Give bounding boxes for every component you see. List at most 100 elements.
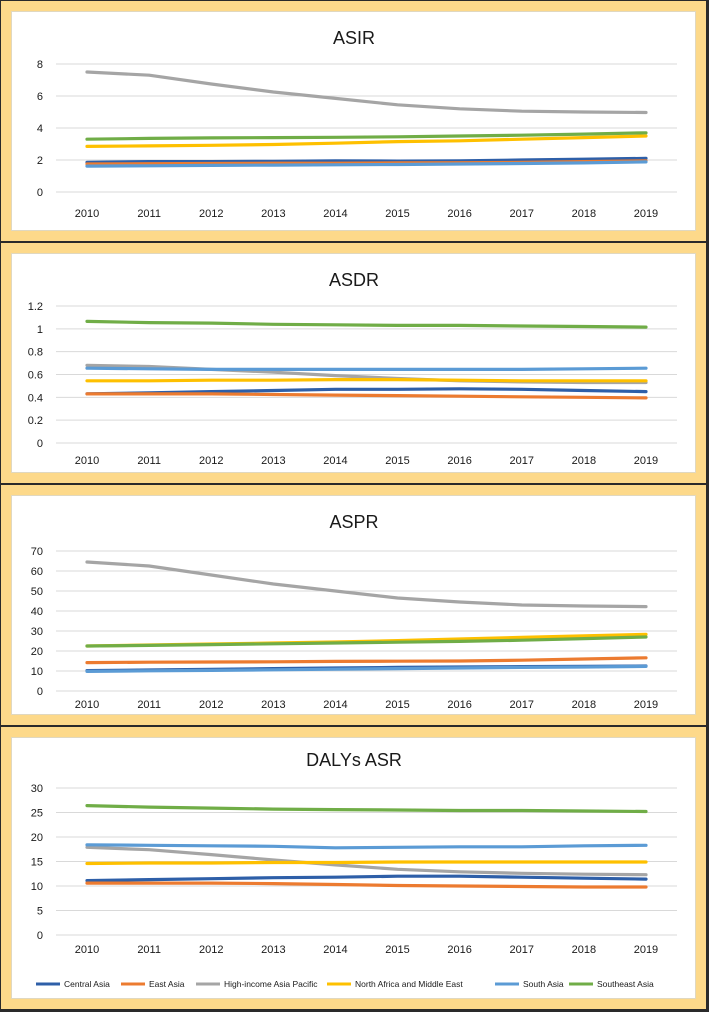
chart-title: DALYs ASR (306, 750, 402, 770)
y-tick-label: 0 (37, 686, 43, 698)
legend: Central Asia East Asia High-income Asia Pa… (36, 979, 654, 989)
y-tick-label: 25 (31, 808, 43, 820)
chart-asdr: ASDR 0 0.2 0.4 0.6 0.8 1 1.2 2010 2011 2012 2013 201… (28, 270, 677, 467)
x-tick-label: 2017 (510, 944, 534, 956)
x-tick-label: 2016 (447, 944, 471, 956)
x-tick-label: 2011 (137, 208, 161, 220)
x-tick-label: 2013 (261, 944, 285, 956)
chart-title: ASPR (329, 512, 378, 532)
panel-aspr: ASPR 0 10 20 30 40 50 60 70 2010 2011 2012 2013 2014 2… (0, 484, 707, 726)
y-tick-label: 6 (37, 91, 43, 103)
x-tick-label: 2010 (75, 208, 99, 220)
x-tick-label: 2014 (323, 699, 347, 711)
y-tick-label: 0 (37, 930, 43, 942)
x-tick-label: 2014 (323, 944, 347, 956)
series-line-north-africa-and-middle-east (85, 377, 648, 383)
chart-dalys-asr: DALYs ASR 0 5 10 15 20 25 30 2010 2011 2012 2013 201… (31, 750, 677, 989)
x-tick-label: 2016 (447, 699, 471, 711)
series-line-southeast-asia (85, 131, 648, 141)
series-line-high-income-asia-pacific (85, 845, 648, 877)
series-line-north-africa-and-middle-east (85, 860, 648, 866)
panel-asir: ASIR 0 2 4 6 8 2010 2011 2012 2013 2014 2015 2016 201… (0, 0, 707, 242)
chart-area-dalys-asr: DALYs ASR 0 5 10 15 20 25 30 2010 2011 2012 2013 201… (11, 737, 696, 999)
y-tick-label: 4 (37, 123, 43, 135)
chart-title: ASDR (329, 270, 379, 290)
series-line-high-income-asia-pacific (85, 560, 648, 609)
chart-area-aspr: ASPR 0 10 20 30 40 50 60 70 2010 2011 2012 2013 2014 2… (11, 495, 696, 715)
y-tick-label: 0 (37, 438, 43, 450)
x-tick-label: 2012 (199, 944, 223, 956)
x-tick-label: 2014 (323, 455, 347, 467)
x-tick-label: 2015 (385, 208, 409, 220)
series-line-southeast-asia (85, 635, 648, 648)
y-tick-label: 1 (37, 324, 43, 336)
x-tick-label: 2015 (385, 944, 409, 956)
y-tick-label: 70 (31, 546, 43, 558)
series-line-north-africa-and-middle-east (85, 134, 648, 148)
chart-aspr: ASPR 0 10 20 30 40 50 60 70 2010 2011 2012 2013 2014 2… (31, 512, 677, 711)
series-line-south-asia (85, 843, 648, 850)
y-tick-label: 30 (31, 626, 43, 638)
y-tick-label: 0.8 (28, 347, 43, 359)
series-line-east-asia (85, 392, 648, 400)
series-line-central-asia (85, 874, 648, 883)
x-tick-label: 2011 (137, 699, 161, 711)
panel-asdr: ASDR 0 0.2 0.4 0.6 0.8 1 1.2 2010 2011 2012 2013 201… (0, 242, 707, 484)
chart-area-asir: ASIR 0 2 4 6 8 2010 2011 2012 2013 2014 2015 2016 201… (11, 11, 696, 231)
x-tick-label: 2019 (634, 455, 658, 467)
x-tick-label: 2011 (137, 944, 161, 956)
x-tick-label: 2017 (510, 699, 534, 711)
y-tick-label: 30 (31, 783, 43, 795)
y-tick-label: 0.2 (28, 415, 43, 427)
y-tick-label: 60 (31, 566, 43, 578)
y-tick-label: 8 (37, 59, 43, 71)
legend-label-southeast-asia: Southeast Asia (597, 979, 654, 989)
x-tick-label: 2014 (323, 208, 347, 220)
y-tick-label: 2 (37, 155, 43, 167)
x-tick-label: 2018 (572, 699, 596, 711)
x-tick-label: 2019 (634, 944, 658, 956)
y-tick-label: 20 (31, 832, 43, 844)
legend-label-high-income-asia-pacific: High-income Asia Pacific (224, 979, 318, 989)
x-tick-label: 2016 (447, 208, 471, 220)
x-tick-label: 2018 (572, 455, 596, 467)
chart-area-asdr: ASDR 0 0.2 0.4 0.6 0.8 1 1.2 2010 2011 2012 2013 201… (11, 253, 696, 473)
series-line-south-asia (85, 366, 648, 372)
y-tick-label: 10 (31, 666, 43, 678)
series-line-central-asia (85, 156, 648, 164)
y-tick-label: 0.4 (28, 392, 43, 404)
y-tick-label: 40 (31, 606, 43, 618)
series-line-south-asia (85, 664, 648, 673)
y-tick-label: 1.2 (28, 301, 43, 313)
x-tick-label: 2017 (510, 455, 534, 467)
series-line-central-asia (85, 387, 648, 396)
series-line-southeast-asia (85, 803, 648, 814)
x-tick-label: 2015 (385, 699, 409, 711)
x-tick-label: 2018 (572, 208, 596, 220)
x-tick-label: 2019 (634, 208, 658, 220)
x-tick-label: 2019 (634, 699, 658, 711)
legend-label-south-asia: South Asia (523, 979, 564, 989)
y-tick-label: 10 (31, 881, 43, 893)
x-tick-label: 2010 (75, 455, 99, 467)
x-tick-label: 2017 (510, 208, 534, 220)
series-line-south-asia (85, 160, 648, 168)
y-tick-label: 5 (37, 906, 43, 918)
x-tick-label: 2016 (447, 455, 471, 467)
x-tick-label: 2018 (572, 944, 596, 956)
y-tick-label: 0.6 (28, 370, 43, 382)
x-tick-label: 2012 (199, 208, 223, 220)
chart-asir: ASIR 0 2 4 6 8 2010 2011 2012 2013 2014 2015 2016 201… (37, 28, 677, 220)
panel-dalys-asr: DALYs ASR 0 5 10 15 20 25 30 2010 2011 2012 2013 201… (0, 726, 707, 1010)
y-tick-label: 20 (31, 646, 43, 658)
series-line-east-asia (85, 656, 648, 665)
x-tick-label: 2011 (137, 455, 161, 467)
x-tick-label: 2010 (75, 699, 99, 711)
series-line-southeast-asia (85, 319, 648, 329)
series-line-high-income-asia-pacific (85, 70, 648, 115)
x-tick-label: 2013 (261, 699, 285, 711)
legend-label-east-asia: East Asia (149, 979, 185, 989)
x-tick-label: 2010 (75, 944, 99, 956)
x-tick-label: 2015 (385, 455, 409, 467)
